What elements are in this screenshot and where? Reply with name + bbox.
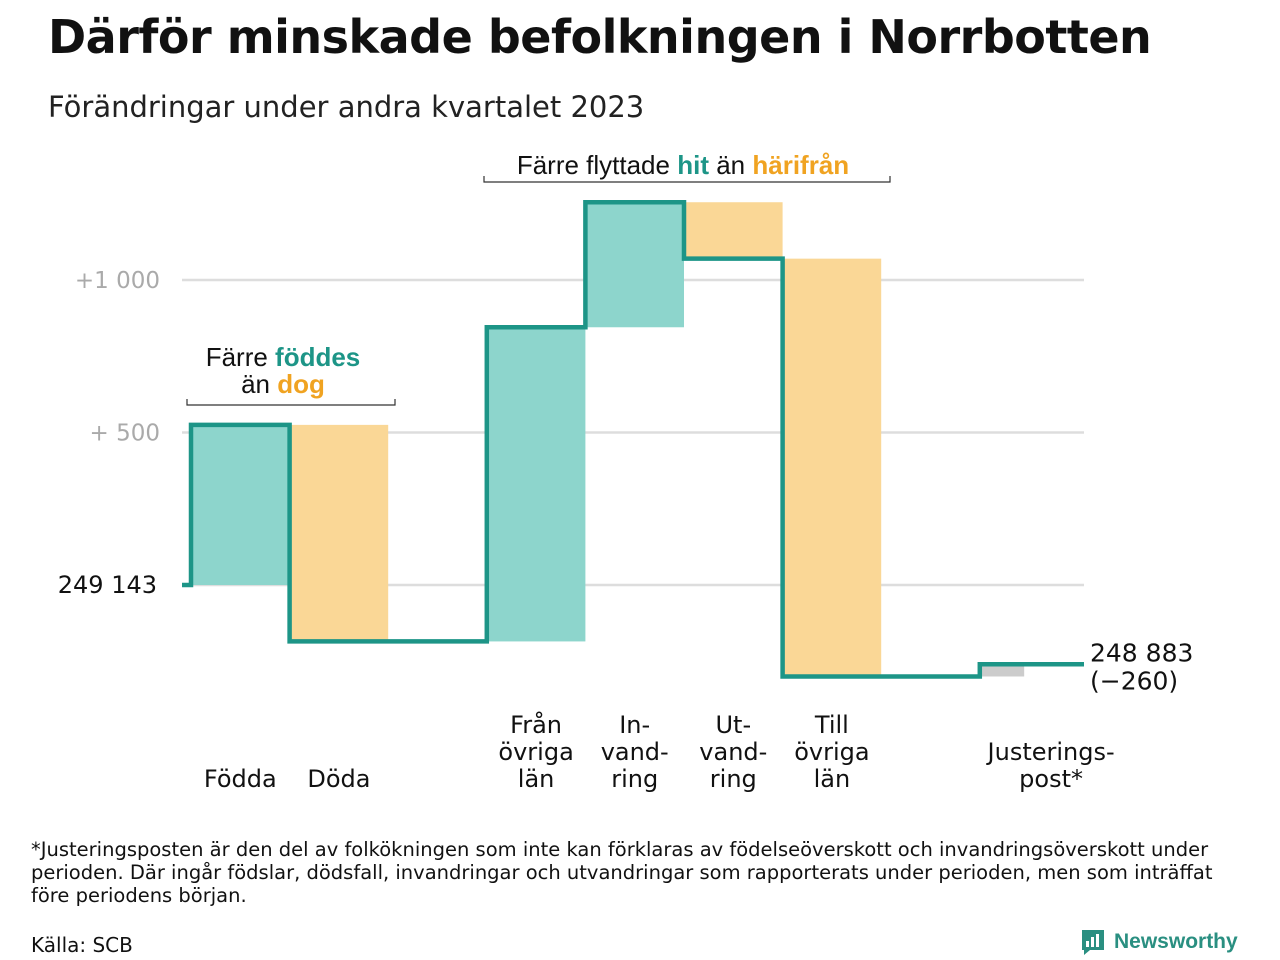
annotation-part: än bbox=[709, 150, 752, 180]
annotation-part: härifrån bbox=[752, 150, 849, 180]
bar bbox=[191, 424, 290, 585]
footnote: *Justeringsposten är den del av folkökni… bbox=[31, 838, 1213, 907]
category-label: Döda bbox=[307, 765, 370, 793]
annotation-part: dog bbox=[277, 369, 325, 399]
cumulative-step-line bbox=[182, 199, 1084, 679]
category-label: Från bbox=[510, 710, 562, 739]
source-label: Källa: SCB bbox=[31, 933, 133, 957]
annotation-bracket bbox=[186, 399, 396, 406]
category-label: In- bbox=[619, 711, 650, 739]
bar bbox=[486, 327, 586, 642]
category-label: ring bbox=[611, 765, 658, 793]
waterfall-chart: + 500 +1 000 249 143 248 883(−260) Födda Döda… bbox=[58, 150, 1194, 793]
annotation-part: Färre bbox=[206, 342, 275, 372]
bar bbox=[979, 664, 1025, 677]
category-label: län bbox=[518, 765, 555, 793]
category-label: övriga bbox=[498, 738, 573, 766]
annotation-part: hit bbox=[677, 150, 709, 180]
chart-subtitle: Förändringar under andra kvartalet 2023 bbox=[48, 90, 645, 124]
category-label: ring bbox=[710, 765, 757, 793]
end-value-label: 248 883 bbox=[1090, 638, 1193, 667]
bar bbox=[289, 424, 389, 642]
bar bbox=[585, 202, 684, 328]
end-change-label: (−260) bbox=[1090, 666, 1178, 695]
brand-name: Newsworthy bbox=[1114, 930, 1238, 953]
annotation-part: Färre flyttade bbox=[517, 150, 677, 180]
category-label: Födda bbox=[204, 765, 277, 793]
annotation-bracket bbox=[483, 176, 891, 183]
category-label: vand- bbox=[601, 738, 669, 766]
category-label: övriga bbox=[794, 738, 869, 766]
y-tick-label: +1 000 bbox=[75, 268, 160, 294]
annotation-part: än bbox=[241, 369, 277, 399]
annotation-birth-death-line1: Färre föddes bbox=[206, 342, 361, 372]
annotation-birth-death-line2: än dog bbox=[241, 369, 325, 399]
category-label: post* bbox=[1019, 765, 1083, 793]
bar bbox=[684, 202, 783, 259]
category-label: Justerings- bbox=[986, 738, 1115, 766]
chart-title: Därför minskade befolkningen i Norrbotte… bbox=[48, 10, 1152, 64]
category-label: vand- bbox=[699, 738, 767, 766]
category-label: län bbox=[814, 765, 851, 793]
brand-logo: Newsworthy bbox=[1080, 928, 1238, 956]
bar bbox=[782, 258, 882, 677]
annotation-migration: Färre flyttade hit än härifrån bbox=[517, 150, 849, 180]
category-label: Ut- bbox=[715, 711, 751, 739]
annotation-part: föddes bbox=[275, 342, 360, 372]
start-value-label: 249 143 bbox=[58, 571, 157, 599]
chart-bubble-icon bbox=[1082, 930, 1104, 955]
y-tick-label: + 500 bbox=[90, 421, 160, 447]
category-label: Till bbox=[814, 711, 849, 739]
